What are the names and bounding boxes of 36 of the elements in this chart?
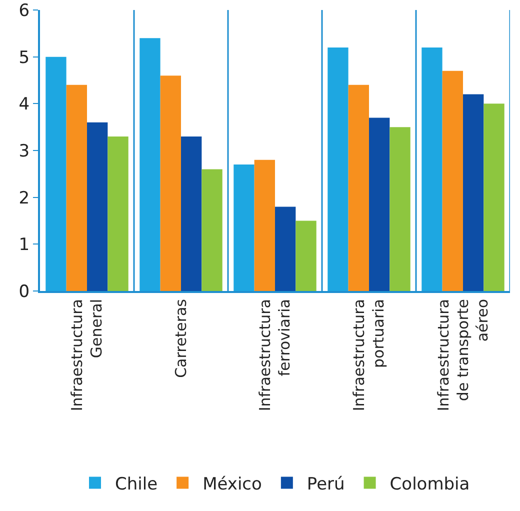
bar (484, 104, 504, 291)
bar (87, 122, 108, 291)
bar (234, 164, 254, 291)
y-tick-label: 3 (18, 141, 30, 162)
legend-label: Chile (115, 474, 158, 494)
bar (328, 47, 348, 291)
bar (369, 118, 390, 291)
bar (390, 127, 410, 291)
bar (140, 38, 160, 291)
y-tick-label: 0 (18, 282, 30, 302)
x-tick-label: Carreteras (172, 298, 190, 378)
legend-label: Colombia (390, 474, 470, 494)
y-tick-label: 4 (18, 94, 30, 115)
legend-label: México (202, 474, 262, 494)
x-tick-label: Infraestructura portuaria (350, 299, 388, 412)
x-tick-label: Infraestructura de transporte aéreo (434, 299, 492, 412)
bar (181, 136, 202, 291)
bar (46, 56, 66, 291)
bar (108, 136, 128, 291)
y-tick-label: 1 (18, 235, 30, 256)
bar (463, 94, 484, 291)
bar (66, 84, 87, 291)
y-tick-label: 2 (18, 188, 30, 208)
bar (160, 76, 181, 291)
y-tick-label: 5 (18, 48, 30, 68)
x-tick-label: Infraestructura ferroviaria (256, 299, 294, 412)
bar (296, 220, 316, 291)
bar (254, 160, 275, 291)
x-tick-label: Infraestructura General (68, 299, 106, 412)
bar (442, 70, 463, 291)
bar (348, 84, 369, 291)
y-tick-label: 6 (18, 0, 30, 21)
legend-label: Perú (306, 474, 345, 494)
bar (202, 169, 222, 291)
bar (422, 47, 442, 291)
bar (275, 206, 296, 291)
